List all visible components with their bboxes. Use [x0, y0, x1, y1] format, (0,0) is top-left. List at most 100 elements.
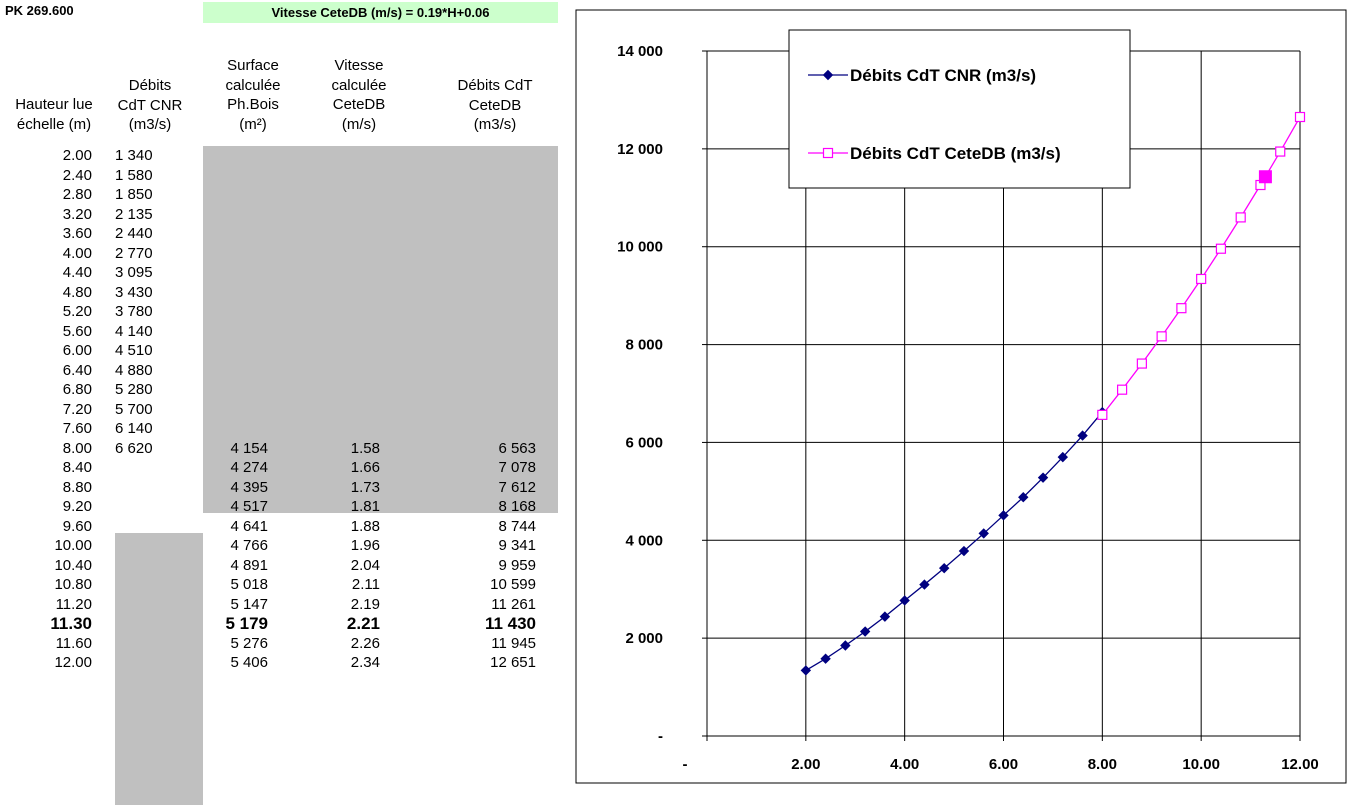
cell-hauteur: 2.80 — [62, 186, 92, 203]
y-tick-label: - — [658, 728, 663, 745]
data-point — [859, 626, 871, 637]
cell-surface: 5 276 — [230, 634, 268, 652]
data-point — [1196, 273, 1207, 285]
table-row: 7.60 6 140 — [0, 419, 560, 439]
cell-debit-cnr: 4 510 — [115, 342, 153, 359]
cell-debit-cetedb: 7 612 — [498, 478, 536, 496]
cell-vitesse: 1.73 — [350, 478, 380, 496]
table-row: 2.40 1 580 — [0, 166, 560, 186]
cell-surface: 4 641 — [230, 517, 268, 535]
table-row: 10.40 4 891 2.04 9 959 — [0, 556, 560, 576]
cell-hauteur: 5.60 — [62, 322, 92, 340]
cell-hauteur: 10.80 — [54, 576, 92, 593]
data-point — [1097, 409, 1108, 420]
pk-label: PK 269.600 — [5, 3, 74, 18]
cell-debit-cnr: 4 880 — [115, 361, 153, 379]
table-row: 7.20 5 700 — [0, 400, 560, 420]
y-tick-label: 6 000 — [625, 434, 663, 451]
chart-series — [800, 111, 1306, 676]
y-tick-label: 2 000 — [625, 630, 663, 647]
cell-hauteur: 8.40 — [62, 459, 92, 476]
table-row: 10.00 4 766 1.96 9 341 — [0, 536, 560, 556]
table-row: 8.00 6 620 4 154 1.58 6 563 — [0, 439, 560, 459]
cell-debit-cnr: 3 780 — [115, 303, 153, 320]
cell-surface: 4 766 — [230, 537, 268, 554]
data-point — [800, 665, 812, 676]
cell-hauteur: 10.00 — [54, 537, 92, 554]
cell-vitesse: 1.81 — [350, 498, 380, 515]
data-point — [1018, 492, 1029, 503]
legend-label: Débits CdT CeteDB (m3/s) — [850, 144, 1061, 163]
cell-hauteur: 5.20 — [62, 303, 92, 320]
cell-hauteur: 4.80 — [62, 283, 92, 301]
highlight-point — [1258, 170, 1272, 184]
data-point — [820, 653, 831, 664]
table-row: 4.00 2 770 — [0, 244, 560, 264]
cell-hauteur: 11.60 — [55, 634, 92, 652]
cell-hauteur: 6.40 — [62, 361, 92, 379]
data-point — [1116, 384, 1128, 395]
header-vitesse: Vitesse calculée CeteDB (m/s) — [331, 57, 387, 133]
cell-hauteur: 8.00 — [62, 439, 92, 457]
series-0 — [800, 406, 1108, 676]
data-point — [822, 69, 834, 81]
cell-hauteur: 11.20 — [55, 595, 92, 613]
data-point — [1156, 331, 1167, 342]
blank-cells-cnr — [115, 533, 203, 805]
cell-surface: 4 274 — [230, 459, 268, 476]
header-hauteur: Hauteur lue échelle (m) — [15, 96, 93, 133]
cell-vitesse: 2.21 — [346, 614, 380, 633]
data-point — [1077, 430, 1088, 441]
data-point — [958, 545, 970, 557]
data-point — [822, 147, 834, 159]
data-point — [1235, 212, 1246, 223]
data-point — [1136, 358, 1147, 369]
table-row: 6.00 4 510 — [0, 341, 560, 361]
table-row: 6.80 5 280 — [0, 380, 560, 400]
cell-vitesse: 2.04 — [350, 556, 380, 574]
cell-surface: 4 154 — [230, 439, 268, 457]
y-tick-label: 10 000 — [617, 239, 663, 256]
cell-hauteur: 4.00 — [62, 244, 92, 262]
cell-vitesse: 1.96 — [350, 537, 380, 554]
cell-hauteur: 9.20 — [62, 498, 92, 515]
cell-hauteur: 11.30 — [50, 614, 92, 633]
cell-hauteur: 9.60 — [62, 517, 92, 535]
table-row: 12.00 5 406 2.34 12 651 — [0, 653, 560, 673]
cell-debit-cetedb: 12 651 — [490, 654, 536, 671]
cell-hauteur: 6.80 — [62, 381, 92, 398]
data-point — [1057, 451, 1069, 463]
data-point — [919, 579, 930, 590]
cell-hauteur: 3.20 — [62, 205, 92, 223]
cell-hauteur: 10.40 — [54, 556, 92, 574]
header-surface: Surface calculée Ph.Bois (m²) — [225, 57, 281, 133]
cell-vitesse: 1.58 — [350, 439, 380, 457]
x-tick-label: 4.00 — [890, 756, 919, 773]
data-point — [1215, 243, 1227, 254]
data-point — [938, 562, 950, 574]
table-row: 5.20 3 780 — [0, 302, 560, 322]
table-row: 5.60 4 140 — [0, 322, 560, 342]
cell-hauteur: 3.60 — [62, 225, 92, 242]
cell-debit-cetedb: 9 959 — [498, 556, 536, 574]
table-row: 8.80 4 395 1.73 7 612 — [0, 478, 560, 498]
table-row: 11.20 5 147 2.19 11 261 — [0, 595, 560, 615]
table-row: 3.60 2 440 — [0, 224, 560, 244]
table-row: 6.40 4 880 — [0, 361, 560, 381]
cell-debit-cetedb: 7 078 — [498, 459, 536, 476]
velocity-formula: Vitesse CeteDB (m/s) = 0.19*H+0.06 — [203, 2, 558, 23]
cell-hauteur: 7.20 — [62, 400, 92, 418]
cell-surface: 4 517 — [230, 498, 268, 515]
table-row: 4.80 3 430 — [0, 283, 560, 303]
table-row: 9.60 4 641 1.88 8 744 — [0, 517, 560, 537]
data-point — [899, 595, 910, 606]
cell-debit-cnr: 4 140 — [115, 322, 153, 340]
cell-vitesse: 2.19 — [350, 595, 380, 613]
legend-label: Débits CdT CNR (m3/s) — [850, 66, 1036, 85]
cell-surface: 5 179 — [225, 614, 268, 633]
x-tick-label: 6.00 — [989, 756, 1018, 773]
cell-debit-cetedb: 11 945 — [491, 634, 536, 652]
y-tick-label: 8 000 — [625, 337, 663, 354]
chart-legend: Débits CdT CNR (m3/s) Débits CdT CeteDB (… — [788, 29, 1131, 189]
data-point — [1037, 472, 1049, 483]
